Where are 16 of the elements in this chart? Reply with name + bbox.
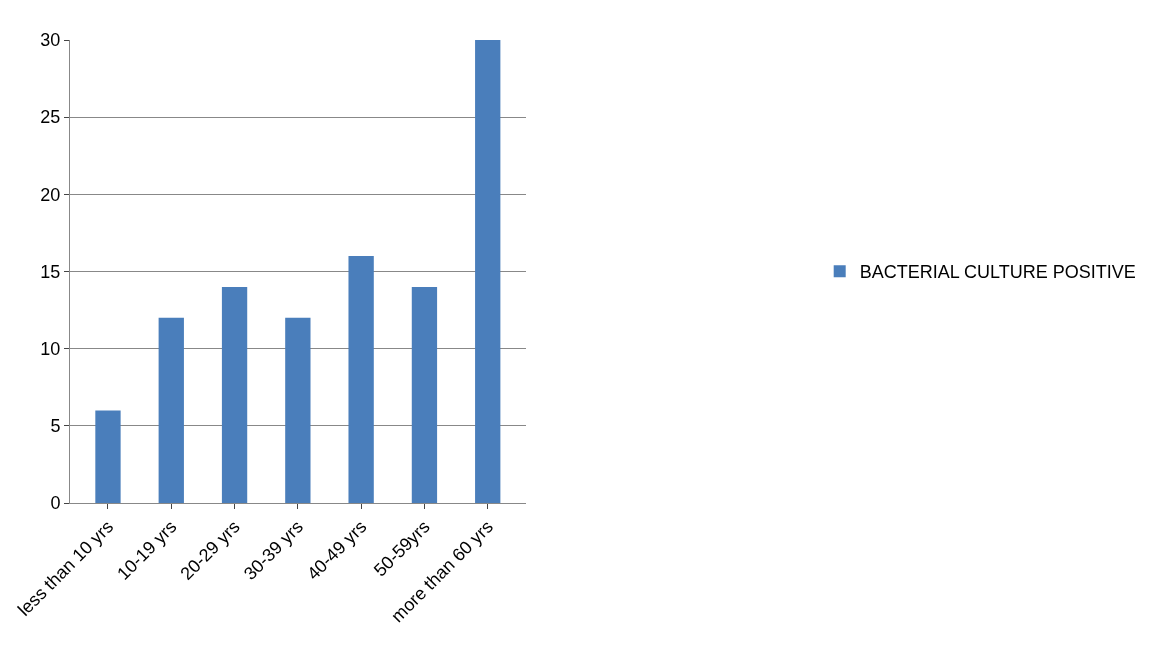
bar — [411, 286, 438, 503]
y-tick-label: 30 — [40, 30, 61, 51]
bar — [158, 317, 184, 503]
bar — [348, 256, 374, 503]
y-tick-label: 15 — [40, 261, 61, 282]
bar — [285, 317, 311, 503]
x-tick-label: less than 10 yrs — [13, 516, 118, 620]
y-tick-label: 5 — [50, 416, 61, 437]
bar — [95, 410, 121, 503]
y-tick-label: 25 — [40, 107, 61, 128]
y-tick-label: 0 — [50, 493, 61, 514]
legend-label: BACTERIAL CULTURE POSITIVE — [859, 262, 1136, 283]
y-tick-label: 20 — [40, 184, 61, 205]
bar — [475, 40, 501, 503]
bar — [221, 286, 248, 503]
y-tick-label: 10 — [40, 338, 61, 359]
